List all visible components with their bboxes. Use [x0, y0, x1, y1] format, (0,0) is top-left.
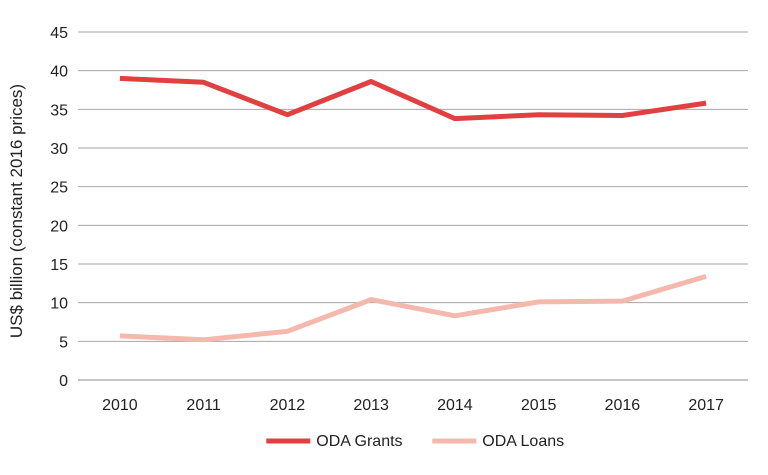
x-tick-label: 2014 — [437, 397, 473, 414]
y-tick-label: 35 — [50, 102, 68, 119]
y-tick-label: 40 — [50, 64, 68, 81]
y-tick-label: 0 — [59, 373, 68, 390]
y-axis-title: US$ billion (constant 2016 prices) — [7, 84, 26, 338]
y-tick-label: 15 — [50, 257, 68, 274]
y-tick-label: 45 — [50, 25, 68, 42]
legend-label: ODA Grants — [316, 433, 402, 450]
x-tick-label: 2017 — [688, 397, 724, 414]
gridlines — [78, 31, 748, 342]
x-tick-labels: 2010 2011 2012 2013 2014 2015 2016 2017 — [102, 397, 724, 414]
y-tick-label: 5 — [59, 334, 68, 351]
y-tick-label: 25 — [50, 180, 68, 197]
x-tick-label: 2011 — [186, 397, 221, 414]
x-tick-label: 2016 — [605, 397, 641, 414]
y-tick-labels: 0 5 10 15 20 25 30 35 40 45 — [50, 25, 68, 390]
legend-item-oda-loans: ODA Loans — [432, 433, 564, 450]
y-tick-label: 10 — [50, 296, 68, 313]
legend-label: ODA Loans — [482, 433, 564, 450]
x-tick-label: 2015 — [521, 397, 557, 414]
series-line-oda-loans — [119, 274, 707, 343]
legend: ODA Grants ODA Loans — [266, 433, 564, 450]
x-tick-label: 2010 — [102, 397, 138, 414]
series-lines — [119, 75, 707, 343]
y-tick-label: 30 — [50, 141, 68, 158]
legend-item-oda-grants: ODA Grants — [266, 433, 403, 450]
y-tick-label: 20 — [50, 218, 68, 235]
x-tick-label: 2012 — [270, 397, 306, 414]
x-tick-label: 2013 — [353, 397, 389, 414]
series-line-oda-grants — [119, 75, 707, 122]
